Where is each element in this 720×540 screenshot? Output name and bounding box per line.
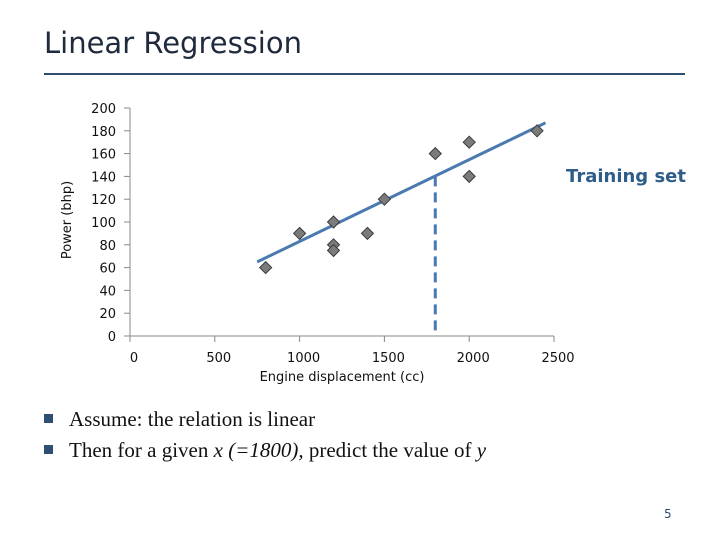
y-tick-label: 0 — [108, 330, 116, 345]
y-tick-label: 100 — [91, 216, 116, 231]
data-point-marker — [258, 260, 273, 275]
scatter-chart: 0 20 40 60 80 100 120 140 160 180 200 0 500 1000 1500… — [60, 102, 686, 385]
bullet-list: Assume: the relation is linear Then for … — [44, 407, 486, 469]
data-point-marker — [462, 169, 476, 184]
bullet-item: Then for a given x (=1800), predict the … — [44, 438, 486, 463]
y-axis-label: Power (bhp) — [60, 181, 75, 259]
x-axis-ticks: 0 500 1000 1500 2000 2500 — [129, 336, 575, 366]
x-tick-label: 0 — [130, 351, 138, 366]
title-rule — [44, 73, 685, 75]
regression-line — [256, 121, 547, 264]
x-axis-label: Engine displacement (cc) — [260, 370, 425, 385]
y-tick-label: 160 — [91, 148, 116, 163]
bullet-square-icon — [44, 445, 53, 454]
legend-label: Training set — [566, 166, 686, 187]
y-tick-label: 80 — [99, 239, 116, 254]
data-point-marker — [428, 146, 442, 161]
x-tick-label: 500 — [206, 351, 231, 366]
page-number: 5 — [664, 507, 672, 521]
training-points — [258, 124, 544, 275]
data-point-marker — [377, 192, 392, 206]
y-tick-label: 120 — [91, 193, 116, 208]
data-point-marker — [326, 243, 341, 258]
x-tick-label: 1500 — [372, 351, 405, 366]
bullet-item: Assume: the relation is linear — [44, 407, 486, 432]
x-tick-label: 2000 — [457, 351, 490, 366]
bullet-text: Then for a given x (=1800), predict the … — [69, 438, 487, 462]
bullet-square-icon — [44, 414, 53, 423]
data-point-marker — [326, 215, 341, 229]
data-point-marker — [292, 226, 307, 241]
y-tick-label: 200 — [91, 102, 116, 117]
data-point-marker — [462, 135, 476, 149]
y-tick-label: 40 — [99, 284, 116, 299]
y-tick-label: 20 — [99, 307, 116, 322]
data-point-marker — [530, 124, 544, 138]
y-tick-label: 180 — [91, 125, 116, 140]
y-tick-label: 140 — [91, 170, 116, 185]
slide-title: Linear Regression — [44, 26, 302, 60]
y-tick-label: 60 — [99, 262, 116, 277]
x-tick-label: 1000 — [287, 351, 320, 366]
y-axis-ticks: 0 20 40 60 80 100 120 140 160 180 200 — [91, 102, 130, 345]
data-point-marker — [360, 226, 375, 241]
bullet-text: Assume: the relation is linear — [69, 407, 316, 431]
x-tick-label: 2500 — [541, 351, 574, 366]
